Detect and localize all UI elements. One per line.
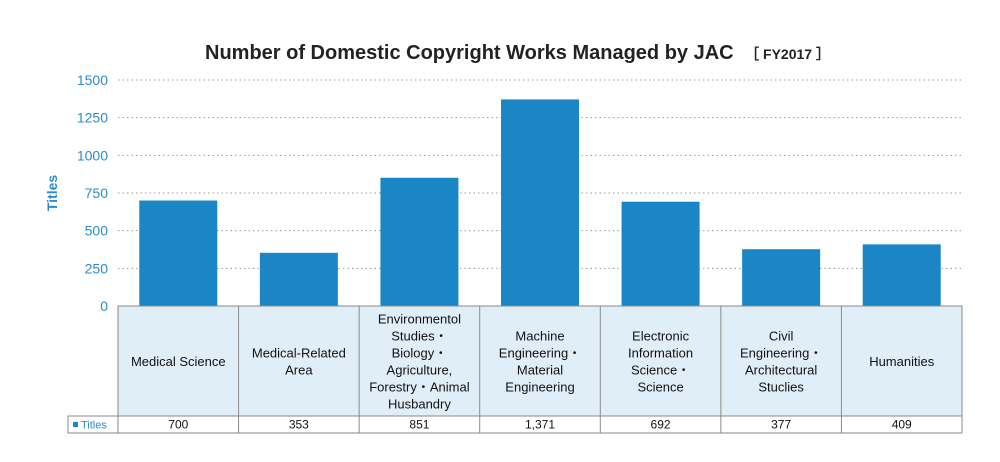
y-tick-label: 1250	[77, 110, 108, 126]
category-label: Humanities	[869, 354, 935, 369]
legend-label: Titles	[81, 420, 107, 432]
value-label: 353	[289, 418, 309, 432]
legend-swatch	[73, 422, 78, 427]
bar	[259, 252, 338, 306]
y-tick-label: 0	[100, 298, 108, 314]
y-tick-label: 750	[85, 185, 109, 201]
chart-title: Number of Domestic Copyright Works Manag…	[205, 42, 830, 64]
gridlines	[118, 79, 962, 269]
bar	[621, 201, 700, 306]
chart-title-year: ［ FY2017 ］	[745, 46, 830, 62]
category-label: Medical Science	[131, 354, 226, 369]
bars	[139, 99, 941, 306]
chart-title-main: Number of Domestic Copyright Works Manag…	[205, 42, 734, 64]
value-label: 700	[168, 418, 188, 432]
category-label: Civil Engineering・ Architectural Stuclies	[740, 329, 822, 395]
legend-cell	[67, 415, 119, 434]
bar	[862, 244, 941, 306]
bar	[742, 249, 821, 306]
y-tick-label: 1500	[77, 72, 108, 88]
category-label: Environmentol Studies・ Biology・ Agriculture…	[369, 312, 470, 412]
category-label: Machine Engineering・ Material Engineering	[499, 329, 581, 395]
data-table: Titles Medical Science Medical-Related Area…	[67, 305, 963, 434]
bar	[380, 177, 459, 306]
bar	[501, 99, 579, 306]
category-row	[117, 305, 963, 417]
y-tick-label: 250	[85, 260, 109, 276]
y-tick-label: 1000	[77, 147, 108, 163]
value-label: 851	[409, 418, 429, 432]
y-axis-label: Titles	[44, 175, 60, 212]
category-label: Electronic Information Science・ Science	[628, 329, 693, 395]
bar	[139, 200, 218, 306]
value-label: 1,371	[525, 418, 555, 432]
y-axis-ticks: 0 250 500 750 1000 1250 1500	[77, 72, 108, 314]
y-tick-label: 500	[85, 223, 109, 239]
category-label: Medical-Related Area	[252, 346, 346, 378]
value-label: 409	[892, 418, 912, 432]
value-label: 692	[651, 418, 671, 432]
value-label: 377	[771, 418, 791, 432]
